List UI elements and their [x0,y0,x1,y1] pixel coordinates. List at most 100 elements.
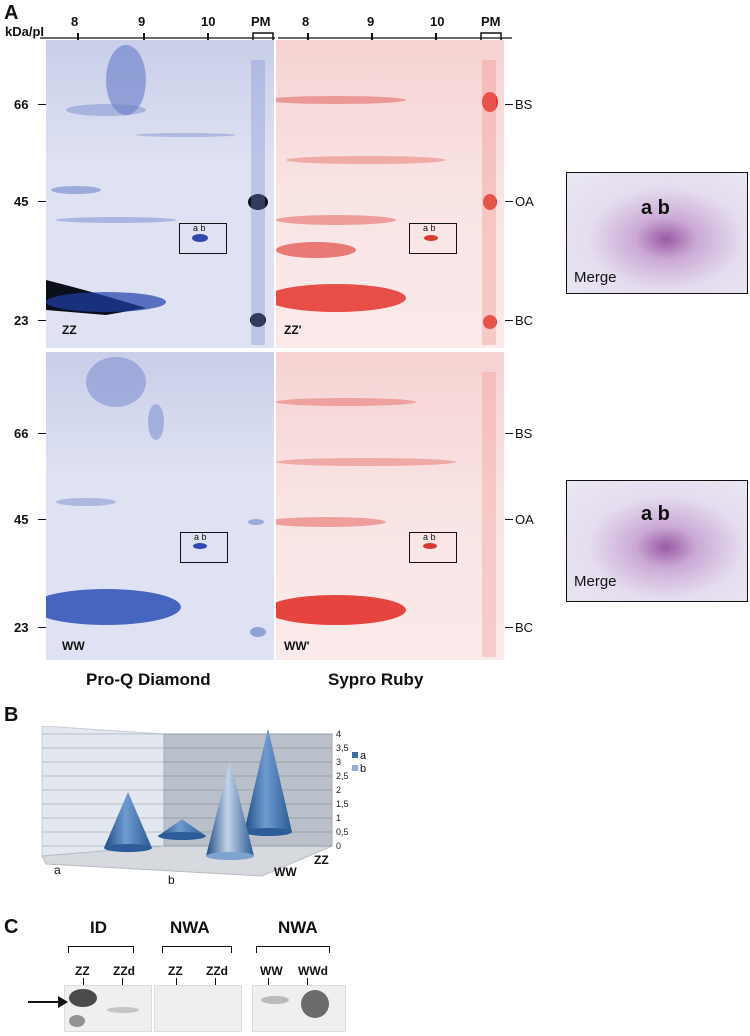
marker-oa-bottom: OA [515,512,534,527]
blot-nwa-1 [154,985,242,1032]
panel-a-letter: A [4,2,19,24]
merge-ab-top: a b [641,197,670,219]
lane-tick [215,978,217,985]
legend-label: a [360,750,367,762]
cone-mark [206,760,254,856]
spot-box-zz [179,223,227,254]
marker-bc-bottom: BC [515,620,534,635]
gel-label-ww: WW [62,639,85,653]
group-label-nwa-1: NWA [170,918,210,937]
mw-66-top: 66 [14,97,29,112]
merge-inset-top: a b Merge [566,172,748,294]
gel-label-ww-prime: WW' [284,639,310,653]
pi-tick-8-right: 8 [302,14,310,29]
spot-label-zz-prime: a b [423,223,436,233]
marker-oa-top: OA [515,194,534,209]
marker-bs-bottom: BS [515,426,533,441]
pi-tick-8-left: 8 [71,14,79,29]
legend-swatch [352,752,358,758]
cone-base [244,828,292,836]
bracket-nwa-2 [256,946,330,953]
cone-base [158,832,206,840]
marker-tick [505,104,513,106]
spot-box-ww [180,532,228,563]
marker-bs-top: BS [515,97,533,112]
merge-ab-bottom: a b [641,503,670,525]
lane-zz-1: ZZ [75,964,90,978]
x-category-label: a [54,863,61,877]
bracket-nwa-1 [162,946,232,953]
pi-tick-9-right: 9 [367,14,375,29]
panel-c-letter: C [4,916,19,938]
spot-label-ww: a b [194,532,207,542]
group-label-id: ID [90,918,107,937]
axis-label: kDa/pI [5,24,45,39]
mw-23-bottom: 23 [14,620,29,635]
spot-label-zz: a b [193,223,206,233]
marker-bc-top: BC [515,313,534,328]
arrow-icon [28,996,68,1008]
gel-label-zz: ZZ [62,323,77,337]
cone-mark [244,728,292,832]
merge-inset-bottom: a b Merge [566,480,748,602]
lane-wwd: WWd [298,964,328,978]
mw-tick [38,201,46,203]
mw-tick [38,519,46,521]
marker-tick [505,433,513,435]
mw-23-top: 23 [14,313,29,328]
mw-45-bottom: 45 [14,512,29,527]
lane-zz-2: ZZ [168,964,183,978]
group-label-nwa-2: NWA [278,918,318,937]
lane-tick [307,978,309,985]
depth-category-label: WW [274,865,297,879]
merge-label-bottom: Merge [574,573,617,590]
cone-base [104,844,152,852]
y-tick-label: 1,5 [336,799,349,809]
pi-tick-pm-left: PM [251,14,271,29]
depth-category-label: ZZ [314,853,329,867]
y-tick-label: 0 [336,841,341,851]
spot-label-ww-prime: a b [423,532,436,542]
lane-tick [122,978,124,985]
caption-sypro: Sypro Ruby [328,670,424,689]
gel-ww-proq: a b WW [46,352,274,660]
y-tick-label: 4 [336,729,341,739]
caption-proq: Pro-Q Diamond [86,670,211,689]
y-tick-label: 2 [336,785,341,795]
lane-tick [83,978,85,985]
lane-tick [268,978,270,985]
lane-zzd-2: ZZd [206,964,228,978]
gel-ww-sypro: a b WW' [276,352,504,660]
cone-base [206,852,254,860]
gel-zz-sypro: a b ZZ' [276,40,504,348]
merge-label-top: Merge [574,269,617,286]
gel-label-zz-prime: ZZ' [284,323,302,337]
bracket-id [68,946,134,953]
x-category-label: b [168,873,175,886]
blot-nwa-2 [252,985,346,1032]
spot-box-ww-prime [409,532,457,563]
cone-mark [158,819,206,836]
lane-zzd-1: ZZd [113,964,135,978]
marker-tick [505,627,513,629]
marker-tick [505,201,513,203]
legend-label: b [360,763,366,775]
y-tick-label: 2,5 [336,771,349,781]
cone-mark [104,792,152,848]
pi-tick-9-left: 9 [138,14,146,29]
lane-tick [176,978,178,985]
pi-tick-10-left: 10 [201,14,216,29]
mw-tick [38,627,46,629]
pi-tick-pm-right: PM [481,14,501,29]
gel-zz-proq: a b ZZ [46,40,274,348]
y-tick-label: 1 [336,813,341,823]
marker-tick [505,519,513,521]
panel-b-letter: B [4,704,19,726]
y-tick-label: 3,5 [336,743,349,753]
mw-45-top: 45 [14,194,29,209]
blot-id [64,985,152,1032]
spot-box-zz-prime [409,223,457,254]
legend-swatch [352,765,358,771]
mw-tick [38,433,46,435]
